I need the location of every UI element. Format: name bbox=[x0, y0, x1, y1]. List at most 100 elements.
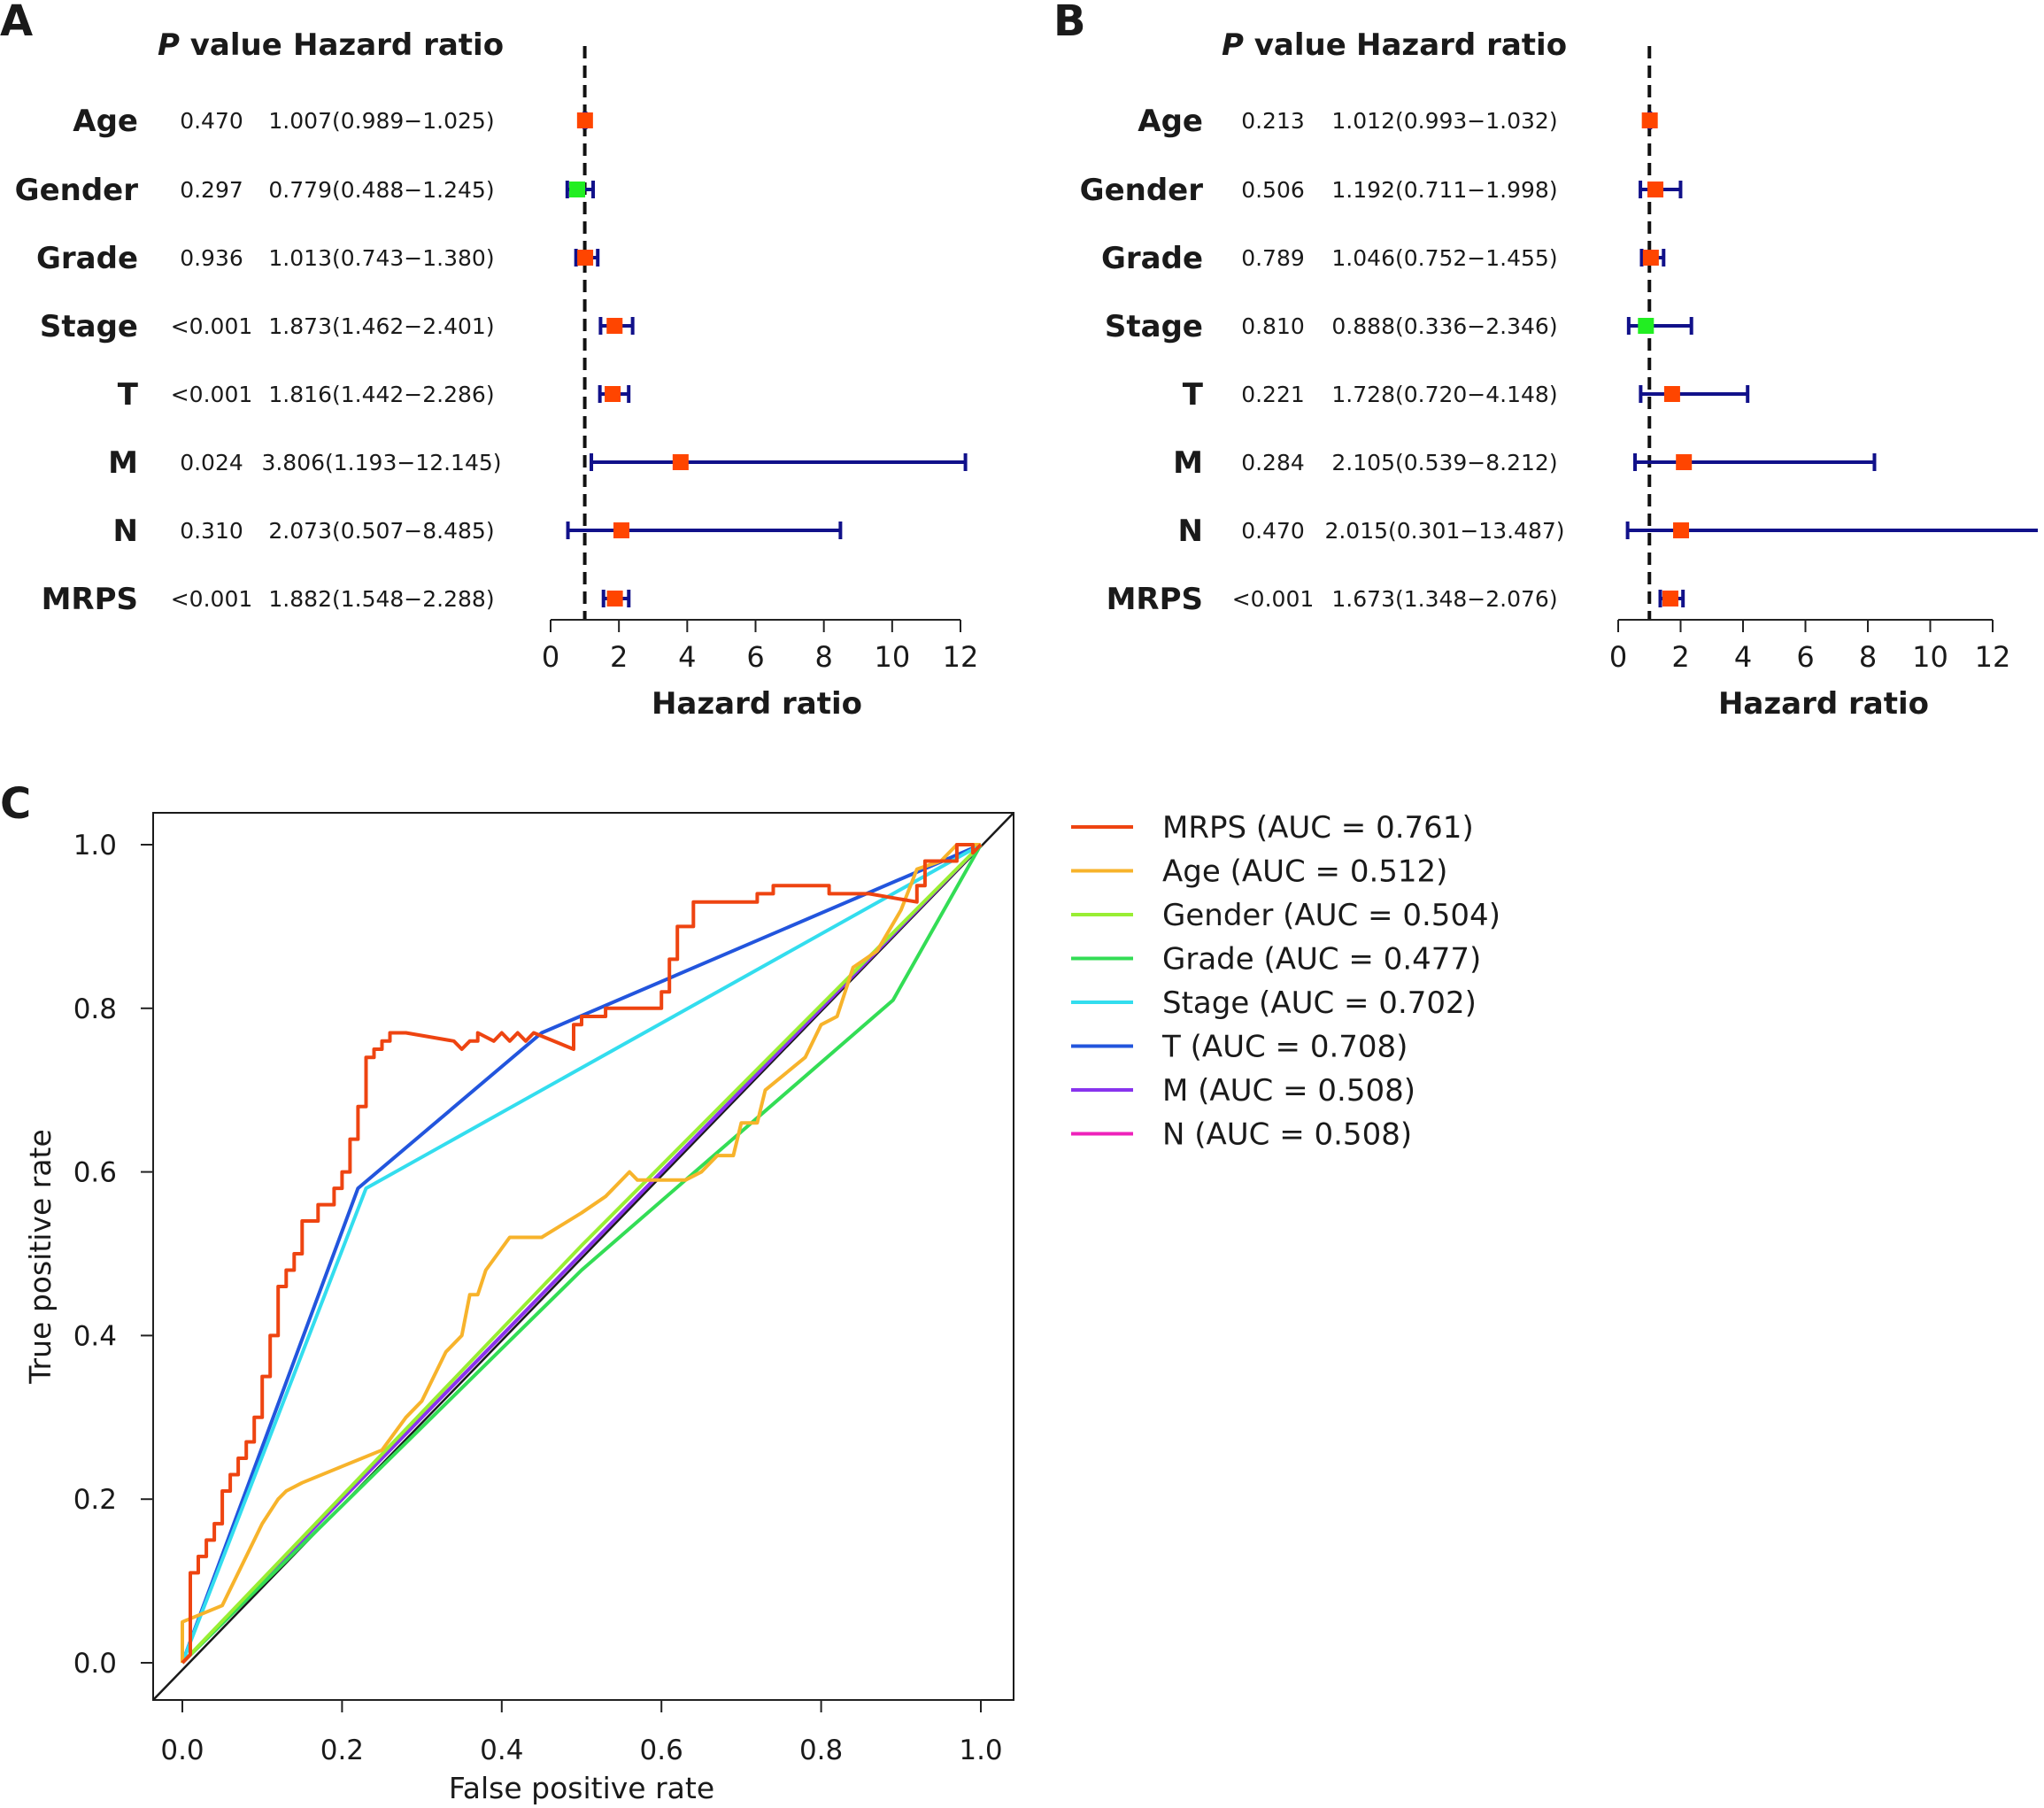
p-header-italic-b: P bbox=[1222, 27, 1244, 63]
p-value-gender: 0.506 bbox=[1241, 177, 1305, 203]
panel-label-b: B bbox=[1053, 0, 1086, 46]
row-label-n: N bbox=[113, 514, 138, 549]
hr-point-age bbox=[1641, 112, 1658, 128]
roc-y-tick-label: 0.6 bbox=[73, 1157, 117, 1189]
hr-text-gender: 1.192(0.711−1.998) bbox=[1331, 177, 1557, 203]
roc-x-tick-label: 0.6 bbox=[640, 1735, 683, 1766]
row-label-t: T bbox=[1183, 377, 1204, 413]
x-tick-label-6: 6 bbox=[746, 640, 764, 674]
p-value-gender: 0.297 bbox=[180, 177, 243, 203]
legend-label-n: N (AUC = 0.508) bbox=[1162, 1117, 1412, 1153]
x-tick-label-12: 12 bbox=[943, 640, 979, 674]
x-tick-label-2: 2 bbox=[610, 640, 628, 674]
p-value-age: 0.470 bbox=[180, 108, 243, 134]
hr-text-grade: 1.046(0.752−1.455) bbox=[1331, 245, 1557, 271]
row-label-m: M bbox=[108, 445, 138, 481]
p-header-italic-a: P bbox=[158, 27, 180, 63]
hr-point-grade bbox=[1642, 250, 1659, 266]
p-value-t: <0.001 bbox=[171, 382, 253, 407]
p-value-mrps: <0.001 bbox=[1232, 586, 1315, 612]
hr-point-n bbox=[613, 522, 629, 538]
roc-y-tick-label: 0.2 bbox=[73, 1484, 117, 1516]
p-value-stage: 0.810 bbox=[1241, 313, 1305, 339]
roc-y-tick-label: 0.8 bbox=[73, 993, 117, 1025]
legend-label-stage: Stage (AUC = 0.702) bbox=[1162, 985, 1477, 1021]
row-label-age: Age bbox=[1138, 104, 1203, 139]
hr-point-stage bbox=[606, 318, 623, 334]
p-value-m: 0.024 bbox=[180, 450, 243, 475]
x-tick-label-6: 6 bbox=[1796, 640, 1814, 674]
p-value-n: 0.470 bbox=[1241, 518, 1305, 544]
roc-legend: MRPS (AUC = 0.761) Age (AUC = 0.512) Gende… bbox=[1071, 810, 1500, 1153]
forest-rows-a: Age 0.470 1.007(0.989−1.025) Gender 0.297 0.7… bbox=[15, 104, 502, 617]
hr-point-gender bbox=[569, 182, 586, 197]
hr-text-m: 3.806(1.193−12.145) bbox=[261, 450, 501, 475]
hr-text-stage: 1.873(1.462−2.401) bbox=[268, 313, 494, 339]
row-label-gender: Gender bbox=[1080, 173, 1204, 208]
forest-axis-b: 0 2 4 6 8 10 12 bbox=[1609, 619, 2011, 674]
roc-x-tick-label: 0.8 bbox=[799, 1735, 843, 1766]
row-label-grade: Grade bbox=[1101, 241, 1203, 276]
roc-y-tick-label: 1.0 bbox=[73, 830, 117, 862]
roc-y-tick-label: 0.4 bbox=[73, 1320, 117, 1352]
roc-plot: C 0.0 0.0 0.2 0.2 0.4 0.4 0.6 0.6 0.8 0.8 1.0 1.0 F… bbox=[0, 779, 1500, 1805]
row-label-stage: Stage bbox=[1105, 309, 1203, 344]
hr-text-t: 1.728(0.720−4.148) bbox=[1331, 382, 1557, 407]
x-tick-label-8: 8 bbox=[814, 640, 832, 674]
roc-y-tick-label: 0.0 bbox=[73, 1648, 117, 1680]
hr-text-n: 2.073(0.507−8.485) bbox=[268, 518, 494, 544]
forest-axis-a: 0 2 4 6 8 10 12 bbox=[542, 619, 979, 674]
forest-rows-b: Age 0.213 1.012(0.993−1.032) Gender 0.506 1.1… bbox=[1080, 104, 1565, 617]
forest-plot-b: B P value Hazard ratio Age 0.213 1.012(0.9… bbox=[1053, 0, 2038, 722]
hr-point-age bbox=[576, 112, 593, 128]
row-label-m: M bbox=[1173, 445, 1203, 481]
p-value-grade: 0.789 bbox=[1241, 245, 1305, 271]
roc-curve-mrps bbox=[181, 843, 983, 1665]
hr-point-gender bbox=[1647, 182, 1664, 197]
hr-point-t bbox=[605, 386, 621, 402]
roc-axes: 0.0 0.0 0.2 0.2 0.4 0.4 0.6 0.6 0.8 0.8 1.0 1.0 bbox=[73, 830, 1003, 1766]
x-tick-label-4: 4 bbox=[678, 640, 696, 674]
row-label-age: Age bbox=[73, 104, 138, 139]
roc-x-tick-label: 0.0 bbox=[160, 1735, 204, 1766]
roc-curve-t bbox=[181, 843, 982, 1664]
hr-text-age: 1.012(0.993−1.032) bbox=[1331, 108, 1557, 134]
legend-label-grade: Grade (AUC = 0.477) bbox=[1162, 942, 1481, 977]
panel-label-c: C bbox=[0, 779, 31, 829]
hazard-ratio-header-a: Hazard ratio bbox=[293, 27, 504, 63]
roc-x-tick-label: 0.4 bbox=[480, 1735, 523, 1766]
hazard-ratio-header-b: Hazard ratio bbox=[1356, 27, 1567, 63]
roc-curves bbox=[181, 843, 983, 1665]
hr-point-stage bbox=[1638, 318, 1654, 334]
row-label-gender: Gender bbox=[15, 173, 139, 208]
hr-point-mrps bbox=[606, 591, 623, 607]
row-label-mrps: MRPS bbox=[42, 582, 138, 617]
forest-marks-a bbox=[565, 46, 968, 620]
hr-point-mrps bbox=[1662, 591, 1678, 607]
x-tick-label-2: 2 bbox=[1671, 640, 1689, 674]
hr-text-t: 1.816(1.442−2.286) bbox=[268, 382, 494, 407]
x-tick-label-12: 12 bbox=[1975, 640, 2011, 674]
hr-text-mrps: 1.673(1.348−2.076) bbox=[1331, 586, 1557, 612]
hr-point-t bbox=[1663, 386, 1680, 402]
p-value-header-b: P value bbox=[1222, 27, 1346, 63]
p-value-t: 0.221 bbox=[1241, 382, 1305, 407]
panel-label-a: A bbox=[0, 0, 33, 46]
x-tick-label-8: 8 bbox=[1859, 640, 1877, 674]
legend-label-gender: Gender (AUC = 0.504) bbox=[1162, 898, 1500, 933]
hr-point-n bbox=[1673, 522, 1690, 538]
hr-point-grade bbox=[577, 250, 594, 266]
x-tick-label-10: 10 bbox=[874, 640, 910, 674]
hr-text-grade: 1.013(0.743−1.380) bbox=[268, 245, 494, 271]
x-tick-label-0: 0 bbox=[1609, 640, 1627, 674]
x-tick-label-0: 0 bbox=[542, 640, 559, 674]
hr-text-age: 1.007(0.989−1.025) bbox=[268, 108, 494, 134]
p-value-header-a: P value bbox=[158, 27, 282, 63]
p-value-n: 0.310 bbox=[180, 518, 243, 544]
hr-text-mrps: 1.882(1.548−2.288) bbox=[268, 586, 494, 612]
roc-curve-stage bbox=[181, 843, 982, 1664]
row-label-n: N bbox=[1178, 514, 1203, 549]
legend-label-mrps: MRPS (AUC = 0.761) bbox=[1162, 810, 1474, 846]
roc-x-tick-label: 0.2 bbox=[320, 1735, 364, 1766]
x-axis-title-a: Hazard ratio bbox=[652, 686, 862, 722]
